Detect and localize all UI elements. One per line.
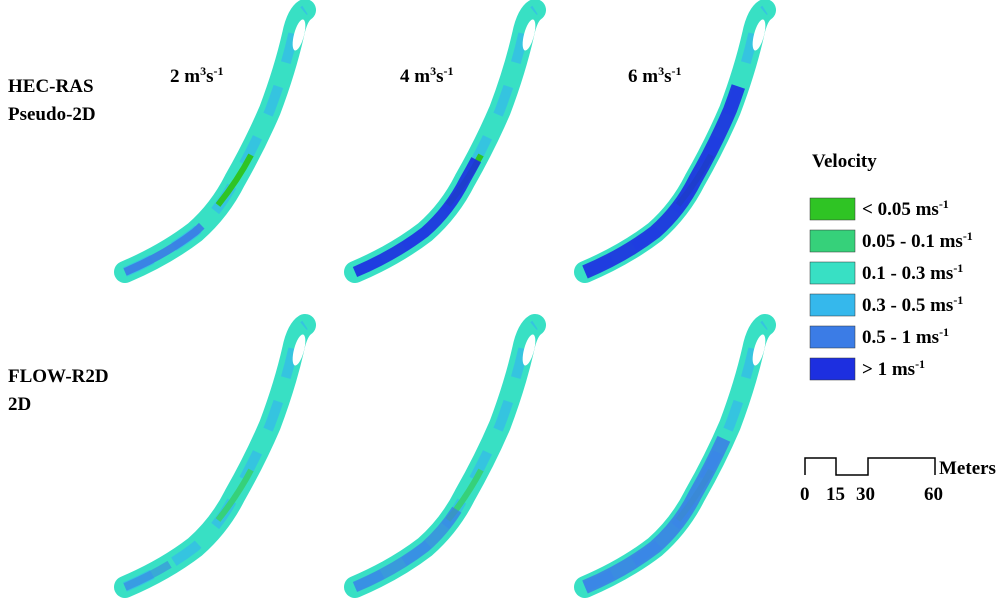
legend-label: < 0.05 ms-1 (862, 197, 949, 220)
scale-tick: 0 (800, 484, 810, 505)
legend-label: 0.3 - 0.5 ms-1 (862, 293, 963, 316)
channel-edge (123, 5, 309, 277)
sup: -1 (939, 325, 949, 339)
island (292, 334, 306, 366)
fast-flow (582, 319, 770, 594)
sup: -1 (671, 64, 681, 78)
fast-flow (352, 5, 539, 278)
channel (344, 314, 546, 598)
fast-flow (582, 4, 770, 279)
channel (574, 0, 776, 283)
legend-swatch (809, 325, 856, 349)
river-map (114, 0, 316, 283)
label: < 0.05 ms (862, 199, 939, 220)
river-map (114, 314, 316, 598)
island (292, 19, 306, 51)
unit: s (206, 66, 213, 87)
unit: s (664, 66, 671, 87)
legend-swatch (809, 229, 856, 253)
row-label: HEC-RAS (8, 76, 94, 97)
sup: 3 (430, 64, 436, 78)
island (752, 19, 766, 51)
flow: 6 m (628, 66, 658, 87)
legend-label: 0.1 - 0.3 ms-1 (862, 261, 963, 284)
flow: 4 m (400, 66, 430, 87)
channel-edge (353, 320, 539, 592)
label: 0.3 - 0.5 ms (862, 295, 953, 316)
sup: -1 (953, 293, 963, 307)
fast-flow (123, 321, 308, 591)
fast-flow (123, 6, 308, 276)
legend-label: > 1 ms-1 (862, 357, 925, 380)
scale-unit: Meters (939, 458, 996, 479)
sup: -1 (963, 229, 973, 243)
label: > 1 ms (862, 359, 915, 380)
channel (574, 314, 776, 598)
sup: 3 (200, 64, 206, 78)
scale-tick: 30 (856, 484, 875, 505)
flow: 2 m (170, 66, 200, 87)
sup: -1 (443, 64, 453, 78)
legend-swatch (809, 293, 856, 317)
legend-label: 0.5 - 1 ms-1 (862, 325, 949, 348)
river-map (344, 0, 546, 283)
label: 0.5 - 1 ms (862, 327, 939, 348)
sup: -1 (915, 357, 925, 371)
green-zone (215, 468, 254, 522)
island (522, 19, 536, 51)
column-label: 4 m3s-1 (400, 64, 453, 87)
river-map (574, 314, 776, 598)
sup: -1 (939, 197, 949, 211)
label: 0.1 - 0.3 ms (862, 263, 953, 284)
legend-swatch (809, 357, 856, 381)
channel (114, 314, 316, 598)
sup: -1 (953, 261, 963, 275)
legend-swatch (809, 197, 856, 221)
channel-edge (123, 320, 309, 592)
legend-label: 0.05 - 0.1 ms-1 (862, 229, 973, 252)
sup: -1 (213, 64, 223, 78)
label: 0.05 - 0.1 ms (862, 231, 963, 252)
channel-edge (583, 5, 769, 277)
row-label: 2D (8, 394, 31, 415)
channel (344, 0, 546, 283)
channel (114, 0, 316, 283)
river-map (344, 314, 546, 598)
row-label: FLOW-R2D (8, 366, 109, 387)
scale-bar (804, 457, 936, 476)
island (752, 334, 766, 366)
column-label: 2 m3s-1 (170, 64, 223, 87)
island (522, 334, 536, 366)
scale-tick: 60 (924, 484, 943, 505)
green-zone (215, 153, 254, 207)
river-map (574, 0, 776, 283)
scale-tick: 15 (826, 484, 845, 505)
row-label: Pseudo-2D (8, 104, 96, 125)
channel-edge (583, 320, 769, 592)
legend-title: Velocity (812, 151, 877, 172)
unit: s (436, 66, 443, 87)
channel-edge (353, 5, 539, 277)
fast-flow (352, 320, 539, 593)
column-label: 6 m3s-1 (628, 64, 681, 87)
sup: 3 (658, 64, 664, 78)
legend-swatch (809, 261, 856, 285)
